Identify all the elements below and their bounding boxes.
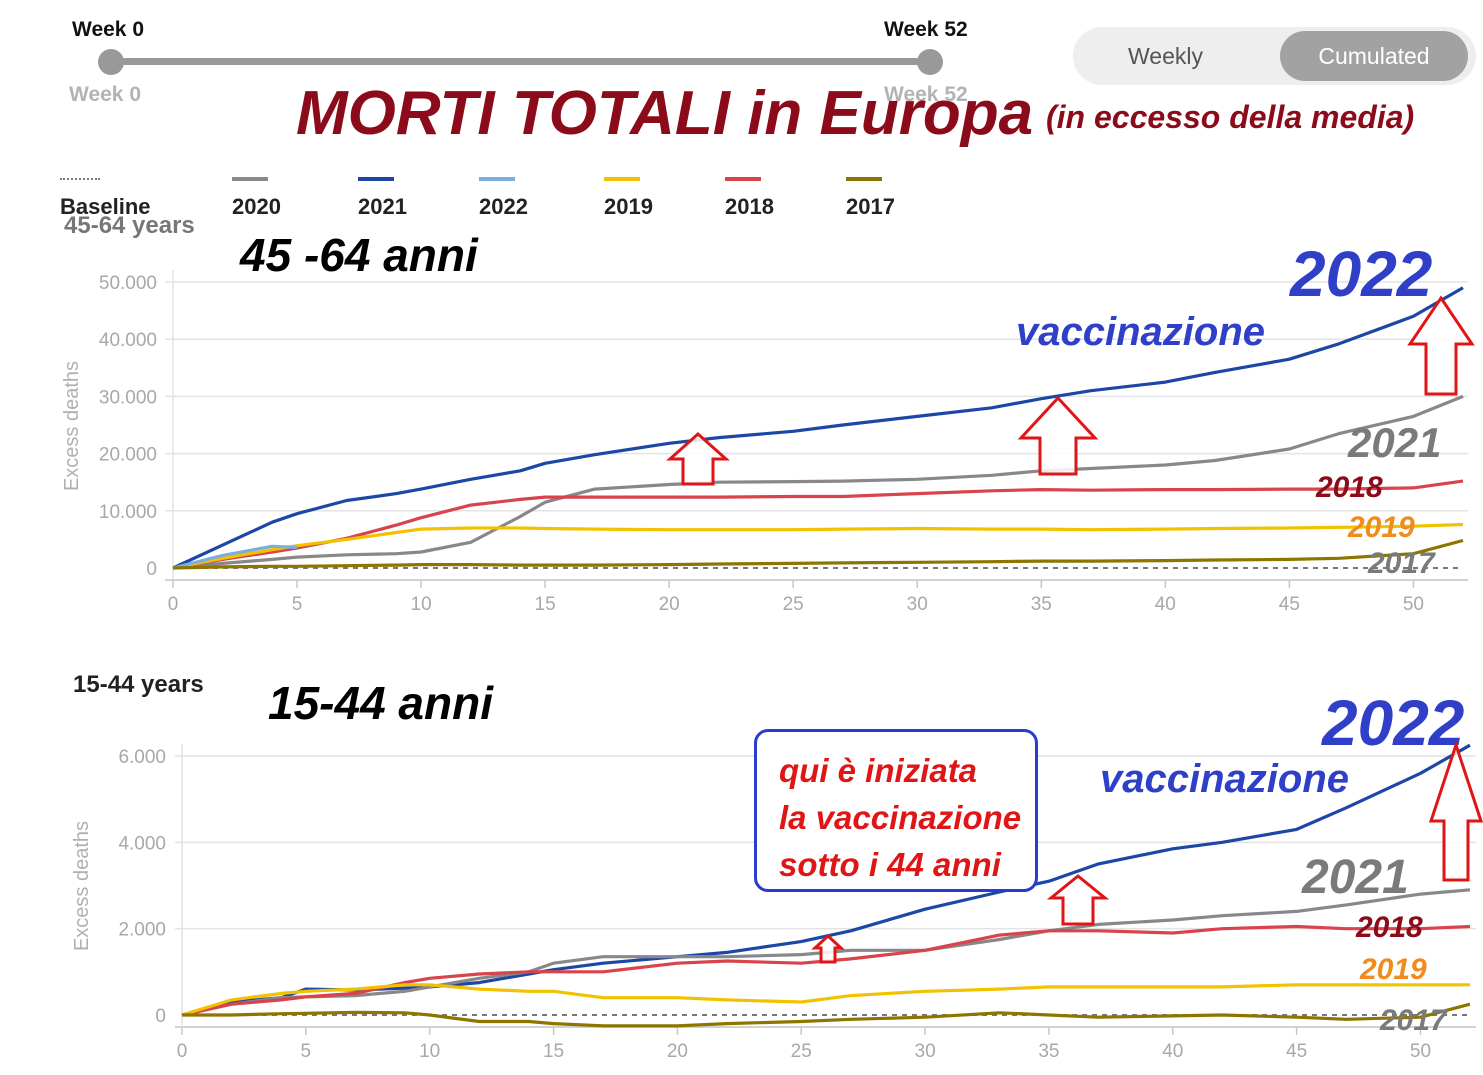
x-tick-label: 5: [301, 1041, 312, 1062]
week-range-slider-track[interactable]: [110, 58, 930, 65]
annotation-2017-top: 2017: [1367, 547, 1436, 580]
slider-end-sublabel: Week 52: [884, 83, 968, 106]
y-tick-label: 4.000: [118, 833, 166, 854]
x-tick-label: 50: [1410, 1041, 1431, 1062]
annotation-2022-bottom: 2022: [1321, 687, 1464, 759]
legend-swatch-2019: [604, 176, 640, 181]
y-tick-label: 10.000: [99, 502, 157, 523]
x-tick-label: 0: [168, 594, 179, 615]
legend-swatch-baseline: [60, 177, 100, 180]
x-tick-label: 40: [1155, 594, 1176, 615]
note-line-3: sotto i 44 anni: [779, 846, 1001, 883]
overlay-title: MORTI TOTALI in Europa: [296, 79, 1034, 148]
annotation-age-15-44: 15-44 anni: [268, 677, 493, 729]
x-tick-label: 0: [177, 1041, 188, 1062]
weekly-button[interactable]: Weekly: [1128, 43, 1203, 69]
x-tick-label: 35: [1031, 594, 1052, 615]
red-arrow-week26-bottom: [811, 933, 845, 964]
cumulated-button[interactable]: Cumulated: [1280, 31, 1468, 81]
x-tick-label: 20: [667, 1041, 688, 1062]
y-tick-label: 6.000: [118, 747, 166, 768]
legend-item-2019[interactable]: 2019: [604, 165, 653, 219]
panel-title-15-44: 15-44 years: [73, 671, 204, 698]
x-tick-label: 45: [1279, 594, 1300, 615]
annotation-2017-bottom: 2017: [1379, 1004, 1448, 1037]
annotation-2021-bottom: 2021: [1301, 851, 1409, 904]
legend-item-2017[interactable]: 2017: [846, 165, 895, 219]
vaccination-start-note: qui è iniziata la vaccinazione sotto i 4…: [754, 729, 1038, 892]
legend-item-2018[interactable]: 2018: [725, 165, 774, 219]
legend-swatch-2020: [232, 176, 268, 181]
annotation-2019-top: 2019: [1347, 511, 1415, 544]
series-line-2020: [181, 888, 1471, 1017]
x-tick-label: 10: [419, 1041, 440, 1062]
y-tick-label: 0: [146, 559, 157, 580]
y-tick-label: 20.000: [99, 445, 157, 466]
series-line-2017: [182, 1002, 1471, 1028]
legend-swatch-2021: [358, 176, 394, 181]
red-arrow-week21: [666, 431, 730, 486]
annotation-2018-bottom: 2018: [1355, 911, 1423, 944]
legend-swatch-2022: [479, 176, 515, 181]
legend-swatch-2018: [725, 176, 761, 181]
annotation-2019-bottom: 2019: [1359, 953, 1427, 986]
slider-start-handle[interactable]: [98, 49, 124, 75]
annotation-2018-top: 2018: [1315, 471, 1383, 504]
series-line-2019: [181, 983, 1470, 1017]
series-line-2018: [181, 924, 1471, 1017]
y-axis-label: Excess deaths: [71, 821, 93, 951]
series-line-2019: [172, 522, 1464, 570]
x-tick-label: 10: [411, 594, 432, 615]
red-arrow-2022-top: [1407, 295, 1475, 396]
series-line-2020: [172, 394, 1464, 570]
slider-start-label: Week 0: [72, 18, 144, 41]
x-tick-label: 40: [1162, 1041, 1183, 1062]
annotation-2022-top: 2022: [1289, 238, 1432, 310]
series-line-2017: [172, 538, 1464, 570]
slider-end-label: Week 52: [884, 18, 968, 41]
legend-item-2020[interactable]: 2020: [232, 165, 281, 219]
x-tick-label: 30: [915, 1041, 936, 1062]
series-line-2022: [172, 544, 298, 570]
red-arrow-week36-bottom: [1046, 874, 1110, 926]
x-tick-label: 20: [659, 594, 680, 615]
red-arrow-week36: [1017, 395, 1099, 476]
slider-end-handle[interactable]: [917, 49, 943, 75]
note-line-2: la vaccinazione: [779, 799, 1022, 836]
x-tick-label: 35: [1038, 1041, 1059, 1062]
x-tick-label: 50: [1403, 594, 1424, 615]
x-tick-label: 15: [543, 1041, 564, 1062]
overlay-subtitle: (in eccesso della media): [1046, 99, 1415, 135]
x-tick-label: 45: [1286, 1041, 1307, 1062]
x-tick-label: 25: [791, 1041, 812, 1062]
series-line-2021: [172, 286, 1464, 570]
x-tick-label: 25: [783, 594, 804, 615]
annotation-vaccinazione-bottom: vaccinazione: [1100, 757, 1349, 801]
y-tick-label: 50.000: [99, 273, 157, 294]
x-tick-label: 30: [907, 594, 928, 615]
note-line-1: qui è iniziata: [779, 752, 978, 789]
annotation-age-45-64: 45 -64 anni: [240, 229, 478, 281]
y-tick-label: 40.000: [99, 330, 157, 351]
legend-item-2022[interactable]: 2022: [479, 165, 528, 219]
annotation-2021-top: 2021: [1347, 419, 1441, 466]
annotation-vaccinazione-top: vaccinazione: [1016, 310, 1265, 354]
legend-item-baseline[interactable]: Baseline: [60, 165, 151, 219]
slider-start-sublabel: Week 0: [69, 83, 141, 106]
view-mode-toggle[interactable]: Weekly Cumulated: [1073, 27, 1476, 85]
x-tick-label: 15: [535, 594, 556, 615]
y-tick-label: 30.000: [99, 387, 157, 408]
y-tick-label: 0: [155, 1006, 166, 1027]
y-axis-label: Excess deaths: [61, 361, 83, 491]
legend-swatch-2017: [846, 176, 882, 181]
red-arrow-2022-bottom: [1428, 740, 1483, 882]
x-tick-label: 5: [292, 594, 303, 615]
y-tick-label: 2.000: [118, 920, 166, 941]
panel-title-45-64: 45-64 years: [64, 212, 195, 239]
legend-item-2021[interactable]: 2021: [358, 165, 407, 219]
